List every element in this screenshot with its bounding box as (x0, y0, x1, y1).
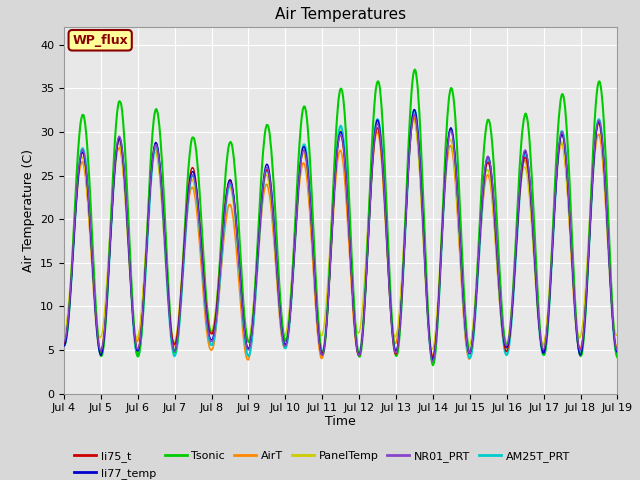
X-axis label: Time: Time (325, 415, 356, 428)
Y-axis label: Air Temperature (C): Air Temperature (C) (22, 149, 35, 272)
Legend: li75_t, li77_temp, Tsonic, AirT, PanelTemp, NR01_PRT, AM25T_PRT: li75_t, li77_temp, Tsonic, AirT, PanelTe… (70, 447, 574, 480)
Text: WP_flux: WP_flux (72, 34, 128, 47)
Title: Air Temperatures: Air Temperatures (275, 7, 406, 22)
